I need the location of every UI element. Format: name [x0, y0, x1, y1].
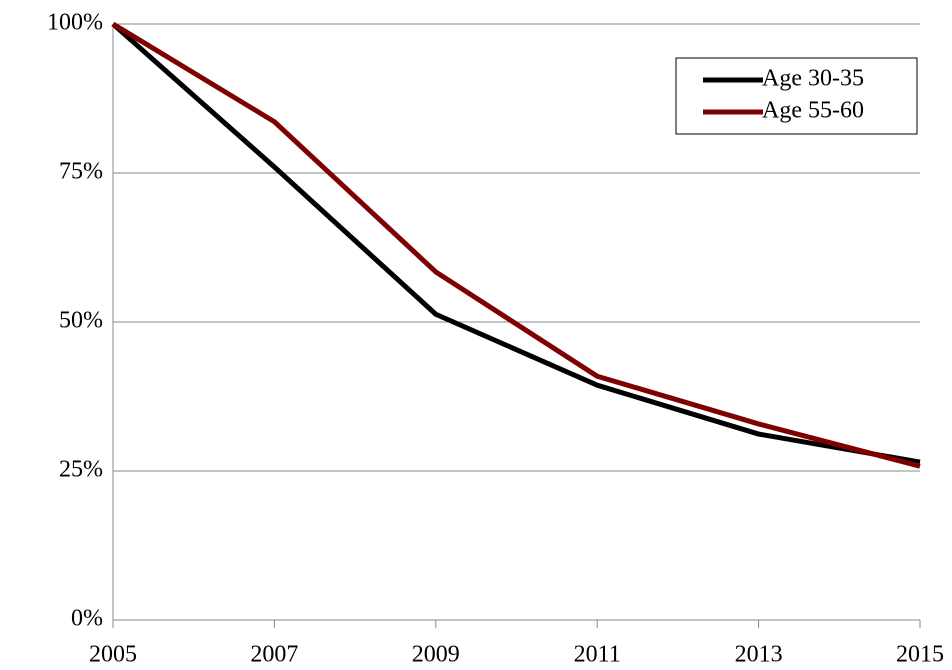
y-tick-label: 0% — [71, 606, 103, 632]
x-tick-label: 2011 — [574, 642, 621, 668]
y-tick-label: 100% — [47, 10, 103, 36]
x-tick-label: 2009 — [412, 642, 460, 668]
y-tick-label: 75% — [59, 159, 103, 185]
series-line — [111, 21, 921, 469]
x-tick-label: 2005 — [89, 642, 137, 668]
legend-box — [675, 57, 918, 135]
legend-label: Age 30-35 — [762, 66, 864, 92]
y-tick-label: 25% — [59, 457, 103, 483]
x-tick-label: 2015 — [896, 642, 944, 668]
x-tick-label: 2007 — [250, 642, 298, 668]
legend-label: Age 55-60 — [762, 98, 864, 124]
y-tick-label: 50% — [59, 308, 103, 334]
series-line — [111, 22, 921, 465]
x-tick-label: 2013 — [735, 642, 783, 668]
